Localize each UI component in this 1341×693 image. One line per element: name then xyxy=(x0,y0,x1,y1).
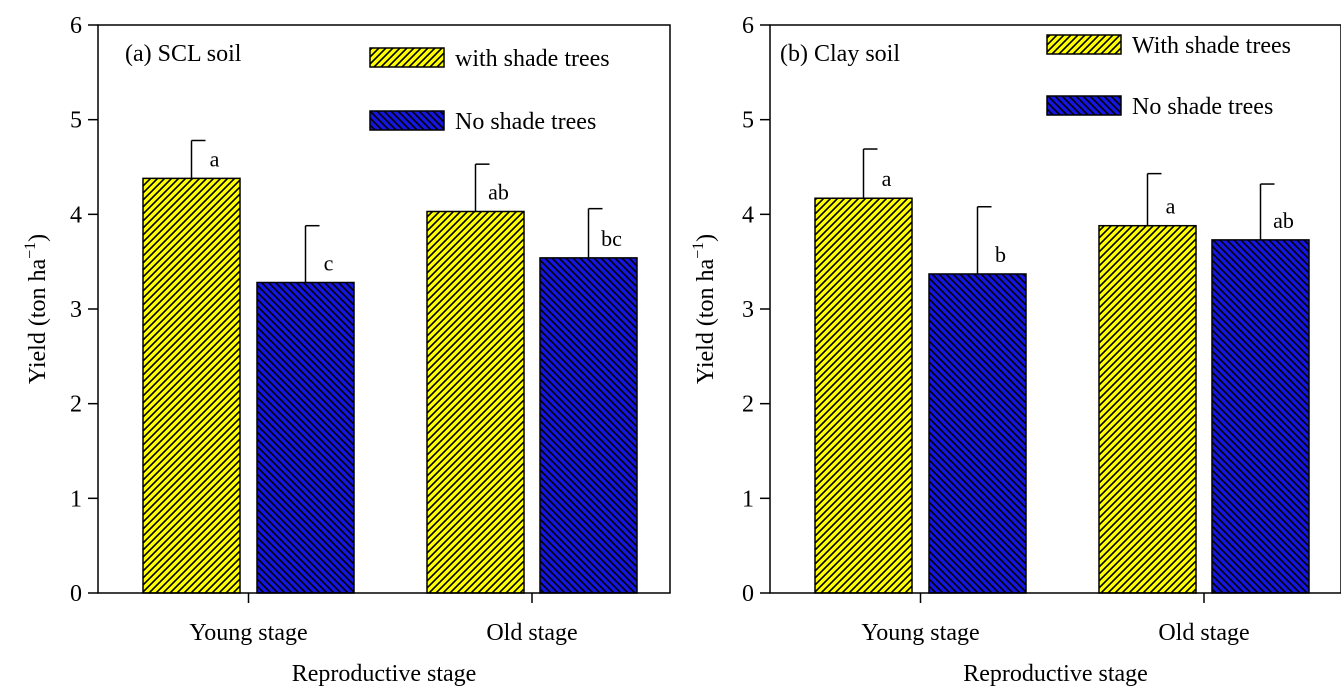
y-tick-label: 1 xyxy=(70,486,82,512)
significance-label-with-1: ab xyxy=(488,179,509,204)
x-tick-label: Young stage xyxy=(189,620,307,646)
bar-with-0 xyxy=(142,177,241,594)
bar-no-1 xyxy=(1211,239,1310,594)
significance-label-no-0: c xyxy=(324,250,334,275)
panel-title: (b) Clay soil xyxy=(780,41,900,67)
y-tick-label: 4 xyxy=(742,202,754,228)
y-axis-title: Yield (ton ha−1) xyxy=(690,234,719,384)
panel-title: (a) SCL soil xyxy=(125,41,242,67)
y-axis-title: Yield (ton ha−1) xyxy=(22,234,51,384)
y-tick-label: 3 xyxy=(70,297,82,323)
legend-swatch-no xyxy=(369,110,445,131)
significance-label-no-1: bc xyxy=(601,226,622,251)
bar-with-0 xyxy=(814,197,913,594)
y-axis-title-main: Yield (ton ha xyxy=(25,259,51,385)
bar-with-1 xyxy=(426,210,525,594)
panel-scl-soil: a c ab bc 0 1 2 3 4 5 6 Young stage Old stage Reprodu… xyxy=(22,13,671,687)
y-tick-label: 1 xyxy=(742,486,754,512)
significance-label-no-1: ab xyxy=(1273,208,1294,233)
y-tick-label: 5 xyxy=(70,108,82,134)
y-axis-title-unit-exponent: −1 xyxy=(22,242,39,259)
x-tick-label: Young stage xyxy=(861,620,979,646)
x-tick-label: Old stage xyxy=(1158,620,1249,646)
legend-label-with: with shade trees xyxy=(455,46,610,72)
y-tick-label: 6 xyxy=(742,13,754,39)
y-axis-title-main: Yield (ton ha xyxy=(693,259,719,385)
bar-with-1 xyxy=(1098,224,1197,594)
y-axis-title-close: ) xyxy=(693,234,719,242)
y-axis-title-close: ) xyxy=(25,234,51,242)
x-tick-label: Old stage xyxy=(486,620,577,646)
bar-no-1 xyxy=(539,257,638,594)
significance-label-with-0: a xyxy=(882,166,892,191)
bar-no-0 xyxy=(256,281,355,594)
y-tick-label: 0 xyxy=(742,581,754,607)
y-axis-title-unit-exponent: −1 xyxy=(690,242,707,259)
legend-label-with: With shade trees xyxy=(1132,33,1291,59)
y-tick-label: 2 xyxy=(742,392,754,418)
y-tick-label: 4 xyxy=(70,202,82,228)
y-tick-label: 3 xyxy=(742,297,754,323)
x-axis-title: Reproductive stage xyxy=(963,661,1148,687)
y-tick-label: 6 xyxy=(70,13,82,39)
x-axis-title: Reproductive stage xyxy=(292,661,477,687)
y-tick-label: 0 xyxy=(70,581,82,607)
legend-label-no: No shade trees xyxy=(455,109,596,135)
significance-label-with-1: a xyxy=(1166,194,1176,219)
y-tick-label: 2 xyxy=(70,392,82,418)
y-tick-label: 5 xyxy=(742,108,754,134)
legend-swatch-no xyxy=(1046,95,1122,116)
bar-no-0 xyxy=(928,273,1027,594)
legend-swatch-with xyxy=(369,47,445,68)
legend-swatch-with xyxy=(1046,34,1122,55)
significance-label-no-0: b xyxy=(995,242,1006,267)
significance-label-with-0: a xyxy=(210,146,220,171)
legend-label-no: No shade trees xyxy=(1132,94,1273,120)
